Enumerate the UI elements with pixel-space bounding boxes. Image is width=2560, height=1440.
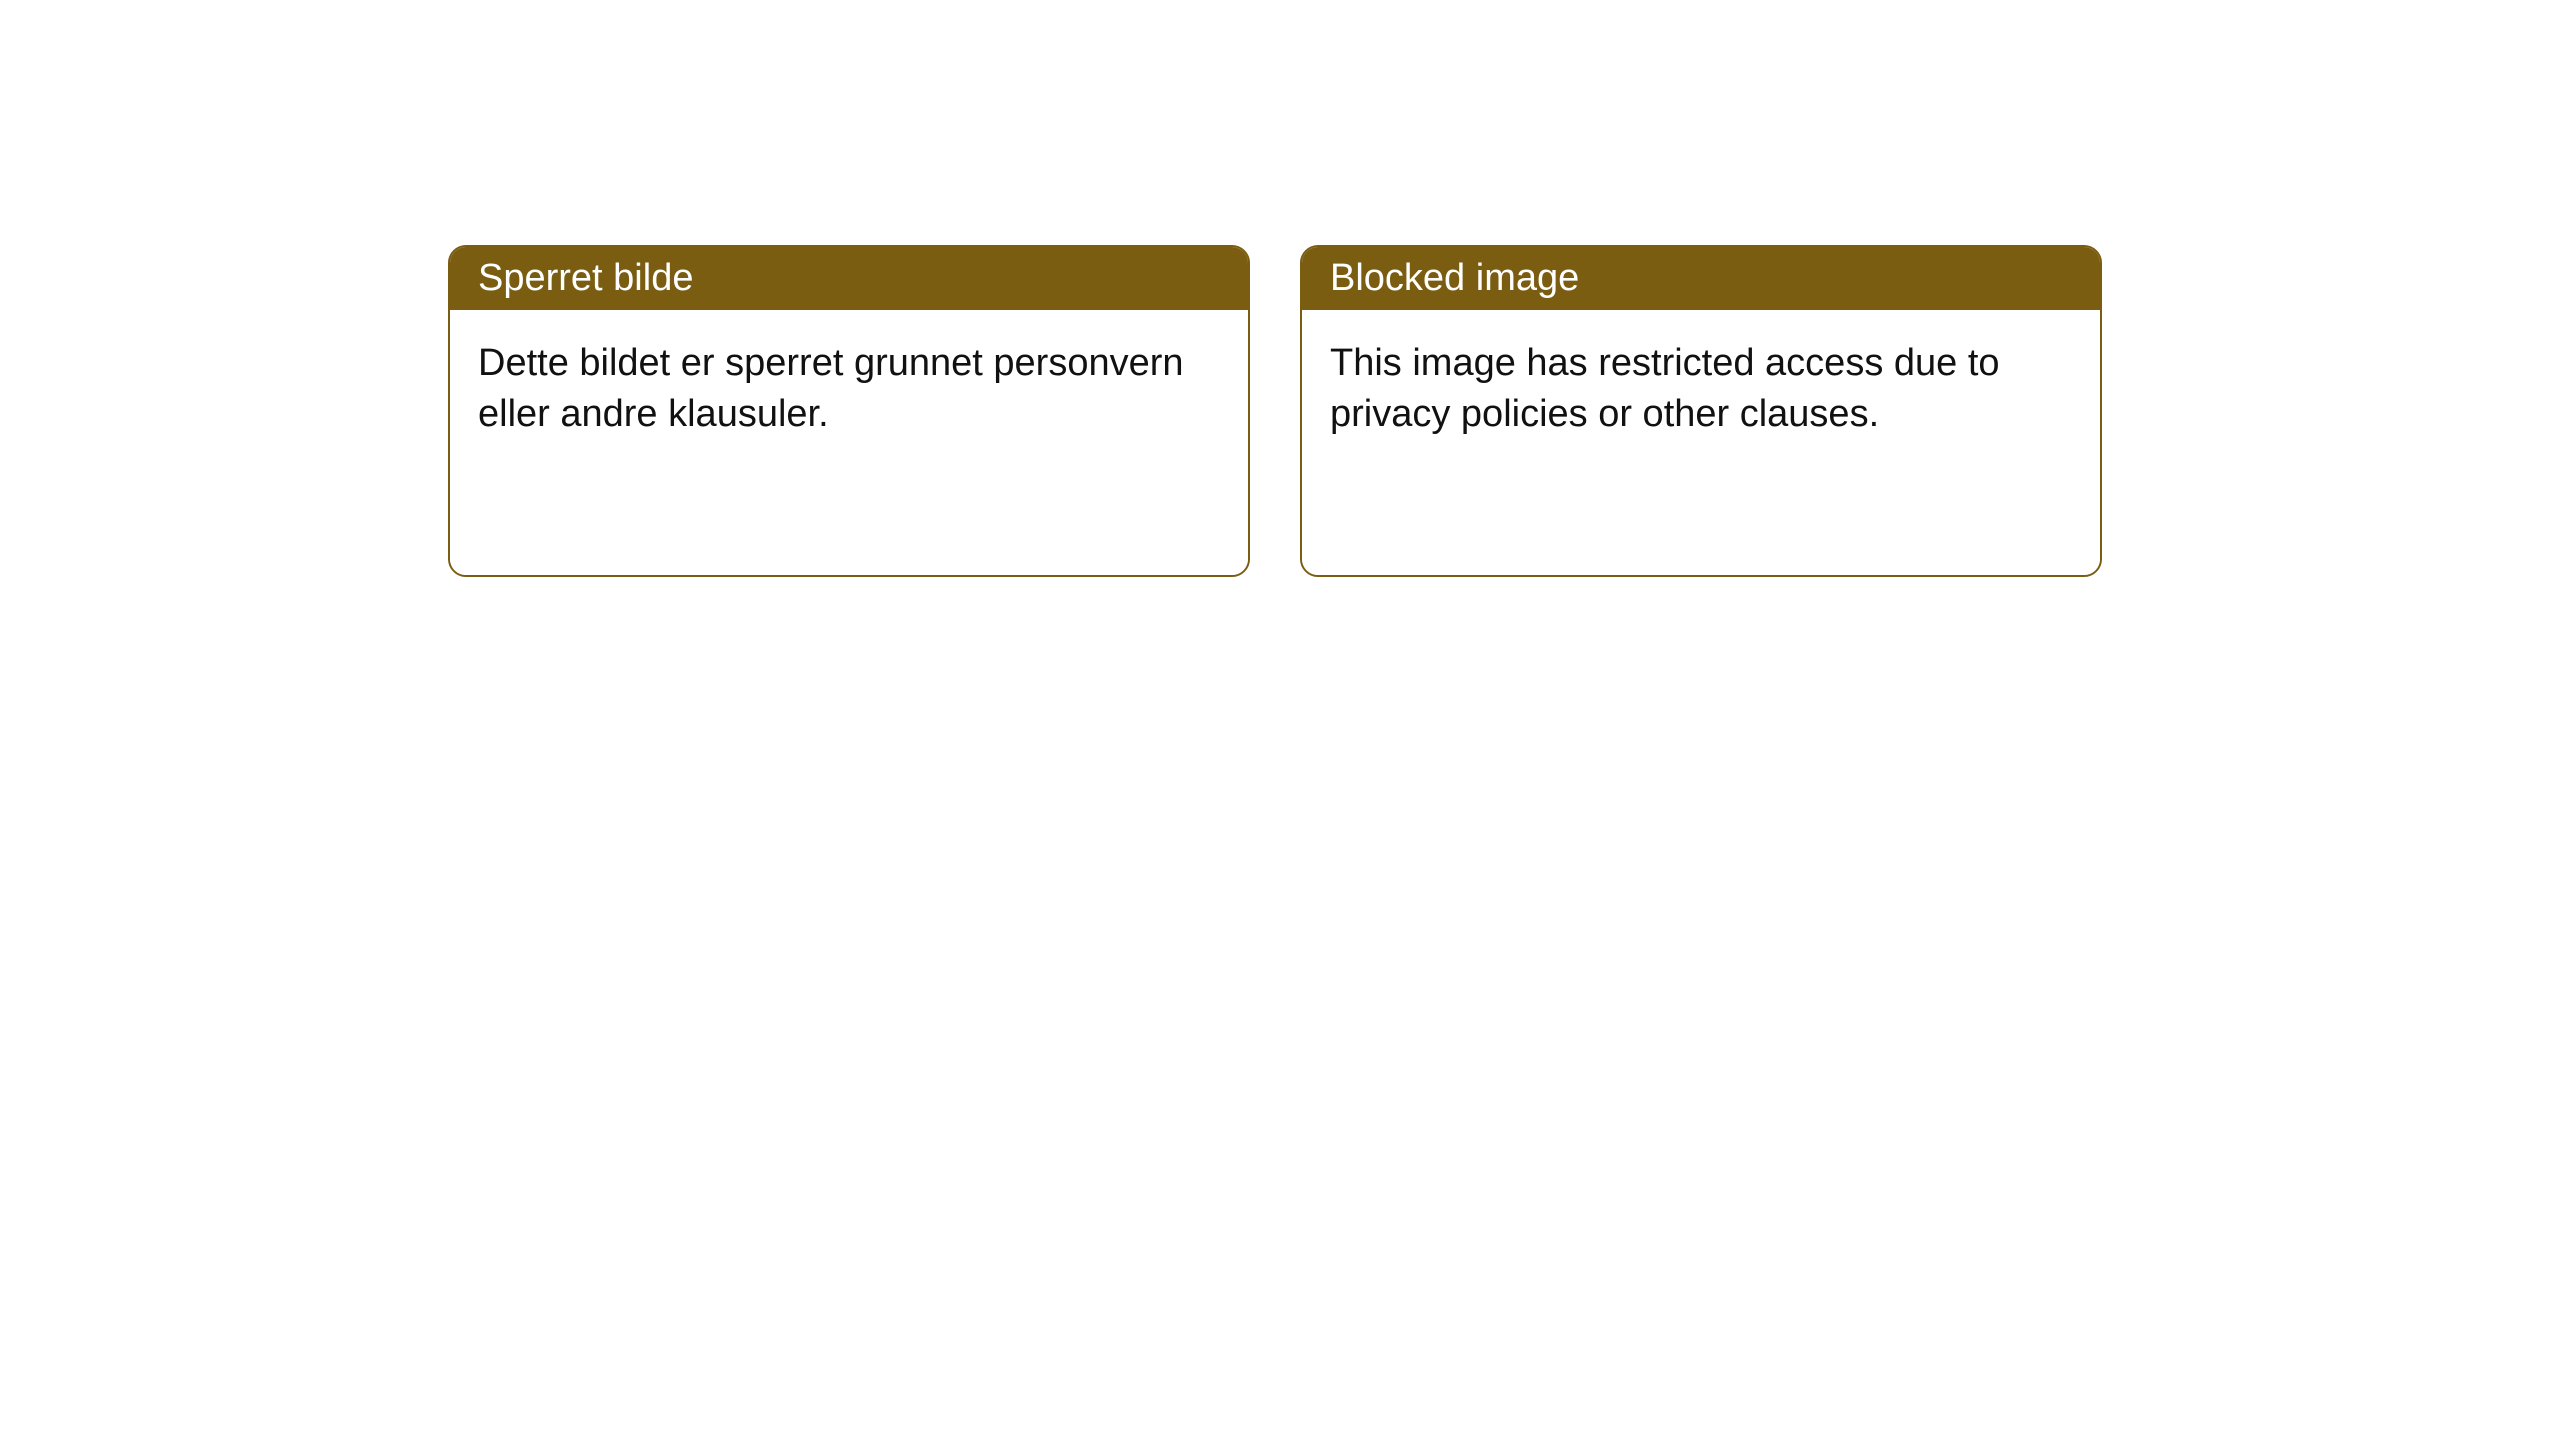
notice-container: Sperret bilde Dette bildet er sperret gr… xyxy=(448,245,2102,577)
notice-body-text: Dette bildet er sperret grunnet personve… xyxy=(478,342,1184,435)
notice-header: Blocked image xyxy=(1302,247,2100,310)
notice-header: Sperret bilde xyxy=(450,247,1248,310)
notice-title: Blocked image xyxy=(1330,257,1579,299)
notice-body: Dette bildet er sperret grunnet personve… xyxy=(450,310,1248,575)
notice-body-text: This image has restricted access due to … xyxy=(1330,342,2000,435)
notice-card-norwegian: Sperret bilde Dette bildet er sperret gr… xyxy=(448,245,1250,577)
notice-title: Sperret bilde xyxy=(478,257,693,299)
notice-body: This image has restricted access due to … xyxy=(1302,310,2100,575)
notice-card-english: Blocked image This image has restricted … xyxy=(1300,245,2102,577)
